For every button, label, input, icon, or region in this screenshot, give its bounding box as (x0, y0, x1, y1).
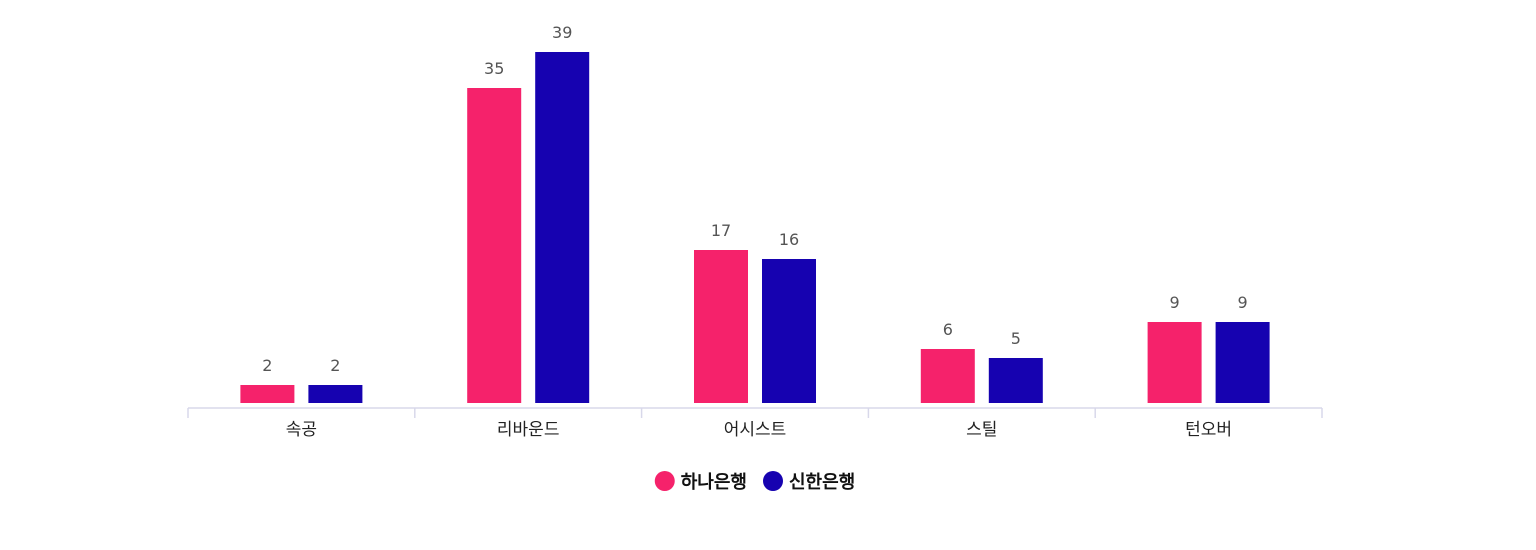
x-tick-label: 스틸 (966, 420, 997, 440)
data-label: 17 (711, 221, 731, 240)
data-label: 2 (330, 356, 340, 375)
bar (694, 250, 748, 403)
x-tick-label: 턴오버 (1185, 420, 1232, 440)
x-tick-label: 어시스트 (724, 420, 787, 440)
bar (467, 88, 522, 403)
data-label: 39 (552, 23, 572, 42)
bar (920, 349, 975, 403)
bar (988, 358, 1043, 403)
legend: 하나은행 신한은행 (654, 471, 855, 493)
data-label: 6 (943, 320, 953, 339)
legend-label: 하나은행 (681, 472, 747, 493)
data-label: 9 (1170, 293, 1180, 312)
data-label: 9 (1238, 293, 1248, 312)
bar-series: 2 2 35 39 17 16 6 5 9 9 (240, 23, 1270, 403)
bar (535, 52, 590, 403)
bar (1147, 322, 1202, 403)
bar (240, 385, 295, 403)
data-label: 35 (484, 59, 504, 78)
bar (308, 385, 363, 403)
x-tick-label: 속공 (286, 420, 317, 440)
x-tick-label: 리바운드 (497, 420, 560, 440)
legend-marker-icon (763, 471, 783, 491)
legend-item: 하나은행 (654, 471, 747, 493)
legend-item: 신한은행 (763, 471, 855, 493)
data-label: 2 (262, 356, 272, 375)
data-label: 5 (1011, 329, 1021, 348)
bar (1215, 322, 1270, 403)
legend-marker-icon (654, 471, 675, 491)
bar (762, 259, 816, 403)
legend-label: 신한은행 (789, 472, 855, 493)
x-axis-ticks: 속공 리바운드 어시스트 스틸 턴오버 (187, 408, 1323, 440)
data-label: 16 (779, 230, 799, 249)
